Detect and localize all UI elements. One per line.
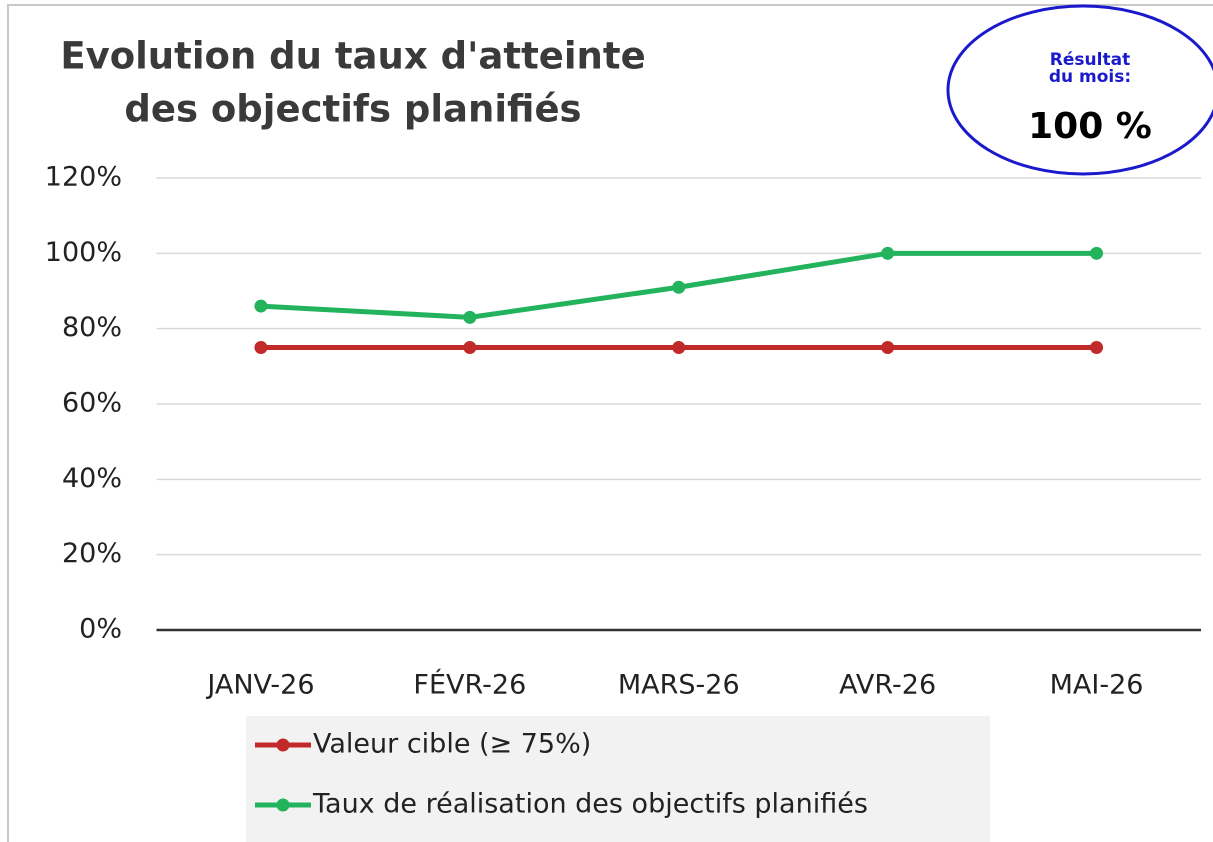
legend-label: Taux de réalisation des objectifs planif… — [312, 789, 868, 820]
point — [254, 299, 268, 313]
result-bubble — [946, 4, 1213, 176]
y-tick-label: 40% — [62, 463, 122, 494]
result-label: Résultat — [1050, 50, 1130, 70]
y-tick-label: 80% — [62, 312, 122, 343]
point — [672, 280, 686, 294]
point — [463, 310, 477, 324]
y-tick-label: 20% — [62, 538, 122, 569]
chart-title: Evolution du taux d'atteinte — [60, 35, 645, 78]
x-tick-label: MARS-26 — [618, 670, 740, 701]
x-tick-label: MAI-26 — [1050, 670, 1144, 701]
x-tick-label: FÉVR-26 — [413, 669, 526, 701]
point — [1090, 246, 1104, 260]
point — [881, 246, 895, 260]
legend-marker — [276, 738, 290, 752]
legend-label: Valeur cible (≥ 75%) — [313, 729, 591, 760]
result-label: du mois: — [1049, 67, 1131, 87]
x-tick-label: AVR-26 — [839, 670, 936, 701]
result-value: 100 % — [1028, 106, 1152, 147]
y-tick-label: 120% — [45, 162, 122, 193]
point — [1090, 341, 1104, 354]
legend-marker — [276, 798, 290, 812]
y-tick-label: 60% — [62, 388, 122, 419]
y-tick-label: 0% — [79, 614, 122, 645]
legend-box — [246, 716, 990, 842]
chart-title: des objectifs planifiés — [124, 88, 581, 131]
y-tick-label: 100% — [45, 237, 122, 268]
point — [254, 341, 268, 354]
point — [881, 341, 895, 354]
point — [463, 341, 477, 354]
x-tick-label: JANV-26 — [205, 670, 314, 701]
point — [672, 341, 686, 354]
